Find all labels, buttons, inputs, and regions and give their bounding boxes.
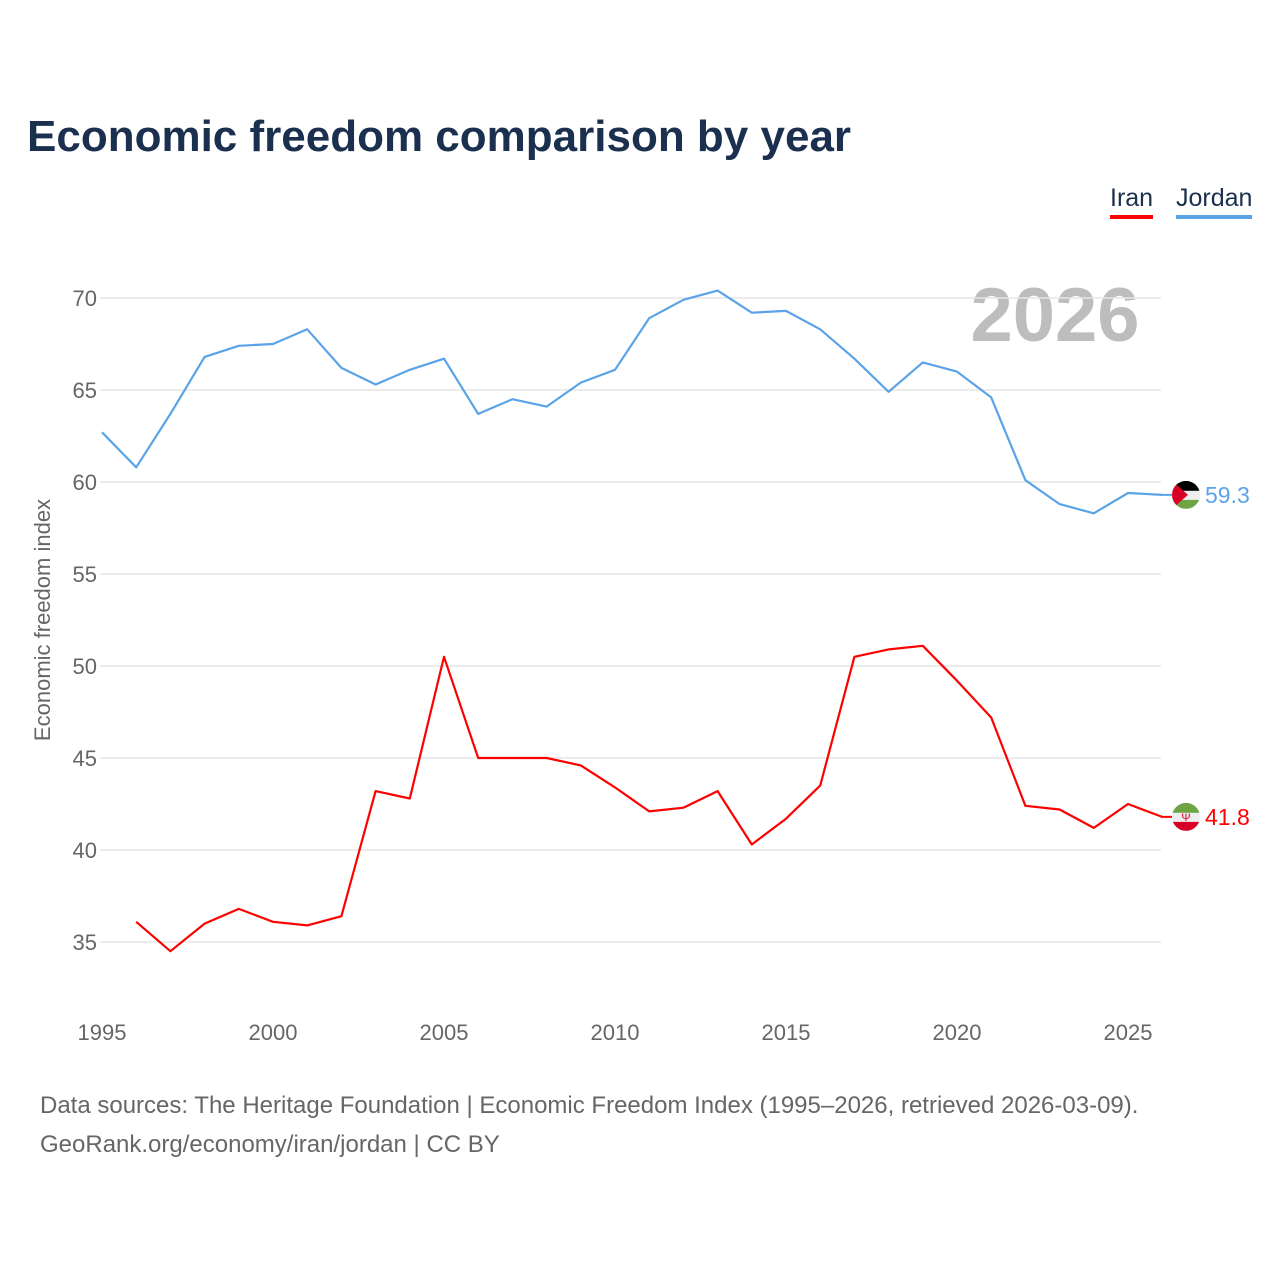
y-tick-label: 60 [73, 470, 97, 495]
jordan-flag-icon [1172, 480, 1200, 509]
data-sources: Data sources: The Heritage Foundation | … [40, 1092, 1139, 1119]
data-point-jordan [646, 315, 652, 321]
svg-text:Ψ: Ψ [1181, 812, 1190, 824]
source-link[interactable]: GeoRank.org/economy/iran/jordan | CC BY [40, 1131, 500, 1158]
x-tick-label: 2015 [762, 1020, 811, 1045]
y-tick-label: 40 [73, 838, 97, 863]
data-point-iran [680, 805, 686, 811]
data-point-iran [338, 913, 344, 919]
footer: Data sources: The Heritage Foundation | … [40, 1086, 1138, 1164]
data-point-iran [373, 788, 379, 794]
data-point-iran [612, 784, 618, 790]
data-point-jordan [578, 380, 584, 386]
end-value-label-iran: 41.8 [1205, 804, 1250, 830]
data-point-jordan [441, 356, 447, 362]
y-tick-label: 65 [73, 378, 97, 403]
data-point-iran [544, 755, 550, 761]
data-point-iran [133, 919, 139, 925]
data-point-iran [749, 841, 755, 847]
data-point-iran [715, 788, 721, 794]
end-value-label-jordan: 59.3 [1205, 482, 1250, 508]
data-point-jordan [544, 404, 550, 410]
data-point-iran [920, 643, 926, 649]
data-point-iran [441, 654, 447, 660]
x-tick-label: 1995 [78, 1020, 127, 1045]
data-point-iran [1022, 803, 1028, 809]
data-point-jordan [1125, 490, 1131, 496]
iran-flag-icon: Ψ [1172, 802, 1200, 831]
legend-iran[interactable]: Iran [1110, 184, 1154, 219]
data-point-jordan [509, 396, 515, 402]
data-point-iran [270, 919, 276, 925]
data-point-iran [167, 948, 173, 954]
data-point-jordan [1091, 510, 1097, 516]
y-tick-label: 70 [73, 286, 97, 311]
data-point-jordan [612, 367, 618, 373]
data-point-iran [886, 646, 892, 652]
x-tick-label: 2000 [249, 1020, 298, 1045]
x-tick-label: 2020 [933, 1020, 982, 1045]
data-point-jordan [407, 367, 413, 373]
data-point-iran [1057, 807, 1063, 813]
data-point-jordan [270, 341, 276, 347]
data-point-iran [304, 922, 310, 928]
data-point-iran [1125, 801, 1131, 807]
x-tick-label: 2025 [1104, 1020, 1153, 1045]
data-point-iran [954, 678, 960, 684]
data-point-jordan [1057, 501, 1063, 507]
data-point-iran [407, 795, 413, 801]
data-point-jordan [133, 464, 139, 470]
data-point-jordan [475, 411, 481, 417]
y-tick-label: 35 [73, 930, 97, 955]
data-point-jordan [373, 381, 379, 387]
data-point-jordan [920, 359, 926, 365]
data-point-iran [236, 906, 242, 912]
data-point-jordan [886, 389, 892, 395]
data-point-jordan [851, 356, 857, 362]
legend-jordan[interactable]: Jordan [1176, 184, 1253, 219]
data-point-jordan [680, 297, 686, 303]
y-tick-label: 55 [73, 562, 97, 587]
data-point-jordan [99, 429, 105, 435]
series-line-iran [135, 644, 1163, 953]
y-tick-label: 45 [73, 746, 97, 771]
data-point-iran [988, 715, 994, 721]
data-point-jordan [236, 343, 242, 349]
x-tick-label: 2010 [591, 1020, 640, 1045]
data-point-jordan [783, 308, 789, 314]
data-point-jordan [749, 310, 755, 316]
data-point-jordan [304, 326, 310, 332]
y-axis-label: Economic freedom index [30, 499, 55, 741]
y-tick-label: 50 [73, 654, 97, 679]
data-point-jordan [954, 369, 960, 375]
data-point-iran [578, 762, 584, 768]
data-point-jordan [817, 326, 823, 332]
data-point-iran [646, 808, 652, 814]
x-tick-label: 2005 [420, 1020, 469, 1045]
data-point-iran [509, 755, 515, 761]
data-point-jordan [988, 394, 994, 400]
data-point-jordan [338, 365, 344, 371]
data-point-iran [202, 921, 208, 927]
data-point-iran [851, 654, 857, 660]
data-point-jordan [1022, 477, 1028, 483]
chart-title: Economic freedom comparison by year [27, 112, 852, 161]
data-point-iran [783, 816, 789, 822]
data-point-iran [1091, 825, 1097, 831]
series-line-jordan [101, 289, 1163, 515]
data-point-jordan [167, 411, 173, 417]
data-point-iran [475, 755, 481, 761]
year-watermark: 2026 [970, 273, 1139, 358]
data-point-iran [817, 783, 823, 789]
data-point-jordan [202, 354, 208, 360]
data-point-jordan [715, 288, 721, 294]
